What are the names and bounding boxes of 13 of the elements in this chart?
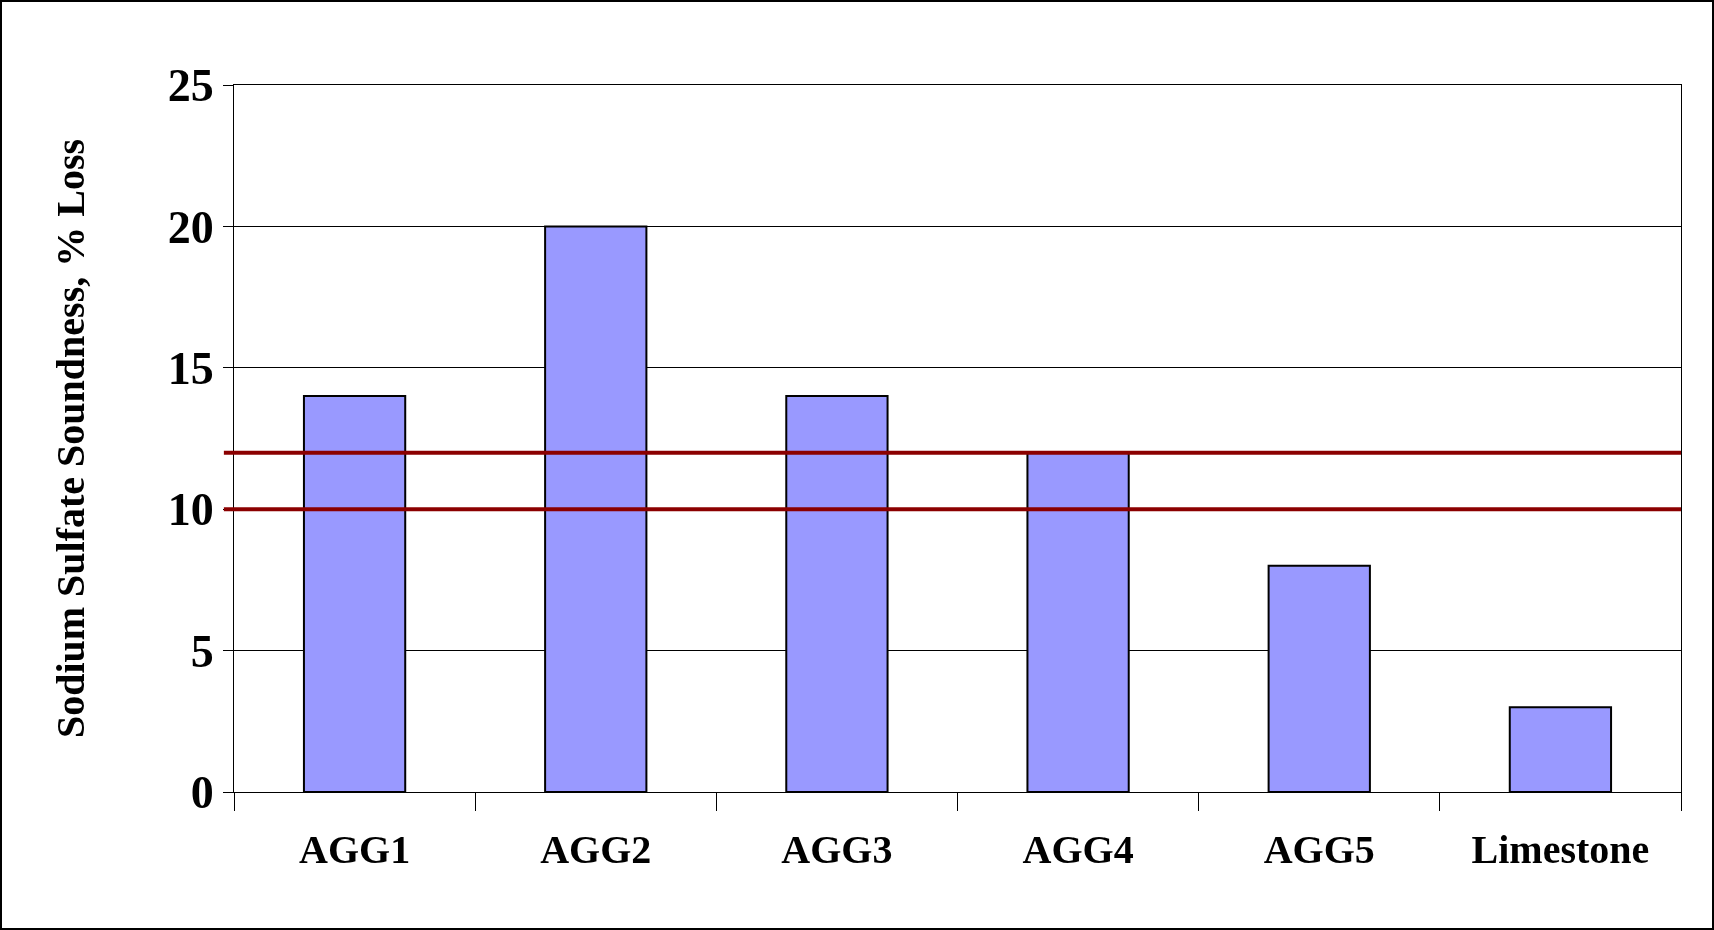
- y-tick-label: 20: [167, 201, 214, 253]
- y-tick-label: 25: [167, 60, 214, 112]
- y-tick-label: 15: [167, 342, 214, 394]
- y-tick-label: 0: [190, 767, 214, 819]
- x-tick-label: AGG5: [1263, 827, 1375, 872]
- x-tick-label: Limestone: [1471, 827, 1650, 872]
- x-tick-label: AGG1: [299, 827, 411, 872]
- y-axis-title: Sodium Sulfate Soundness, % Loss: [48, 138, 94, 739]
- x-tick-label: AGG4: [1022, 827, 1134, 872]
- x-tick-label: AGG2: [540, 827, 652, 872]
- y-tick-label: 5: [190, 625, 214, 677]
- y-tick-label: 10: [167, 484, 214, 536]
- x-tick-label: AGG3: [781, 827, 893, 872]
